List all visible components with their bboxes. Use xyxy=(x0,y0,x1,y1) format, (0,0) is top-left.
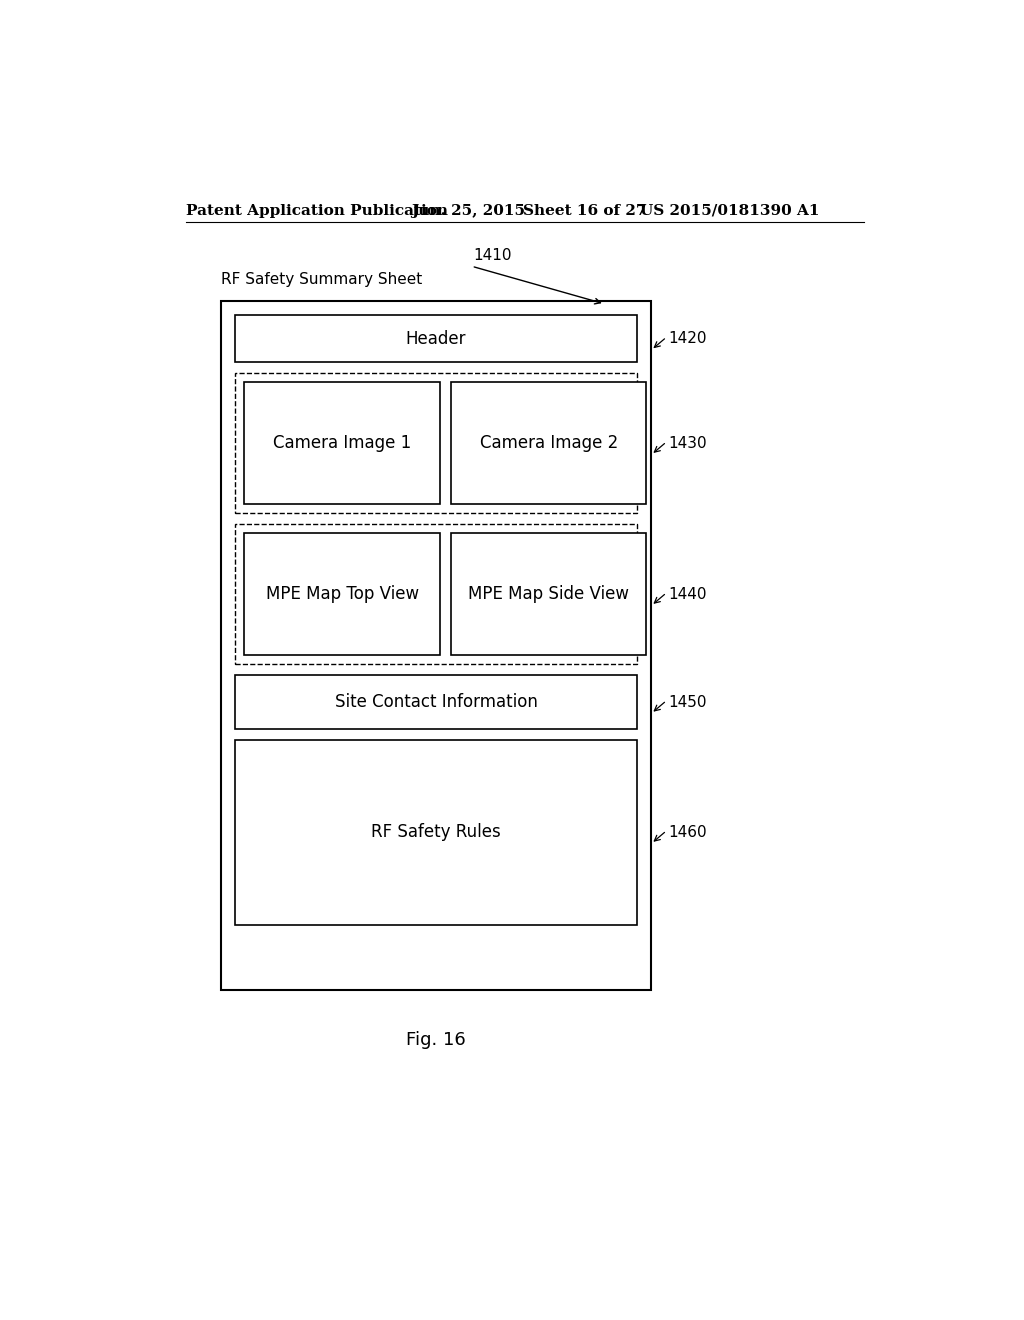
Text: Header: Header xyxy=(406,330,466,347)
Bar xyxy=(451,533,646,655)
Bar xyxy=(451,383,646,504)
Text: 1440: 1440 xyxy=(669,586,707,602)
Text: Camera Image 1: Camera Image 1 xyxy=(273,434,412,453)
Text: Fig. 16: Fig. 16 xyxy=(407,1031,466,1049)
Bar xyxy=(234,739,637,924)
Text: 1430: 1430 xyxy=(669,436,707,451)
Text: Site Contact Information: Site Contact Information xyxy=(335,693,538,711)
Bar xyxy=(245,383,440,504)
Bar xyxy=(234,374,637,513)
Text: 1450: 1450 xyxy=(669,694,707,710)
Text: 1420: 1420 xyxy=(669,331,707,346)
Bar xyxy=(221,301,651,990)
Text: Camera Image 2: Camera Image 2 xyxy=(479,434,617,453)
Bar xyxy=(245,533,440,655)
Text: RF Safety Summary Sheet: RF Safety Summary Sheet xyxy=(221,272,422,286)
Bar xyxy=(234,314,637,363)
Text: RF Safety Rules: RF Safety Rules xyxy=(371,824,501,841)
Bar xyxy=(234,675,637,729)
Text: Sheet 16 of 27: Sheet 16 of 27 xyxy=(523,203,647,218)
Bar xyxy=(234,524,637,664)
Text: Jun. 25, 2015: Jun. 25, 2015 xyxy=(411,203,525,218)
Text: 1410: 1410 xyxy=(473,248,512,263)
Text: US 2015/0181390 A1: US 2015/0181390 A1 xyxy=(640,203,819,218)
Text: Patent Application Publication: Patent Application Publication xyxy=(186,203,449,218)
Text: MPE Map Top View: MPE Map Top View xyxy=(265,585,419,603)
Text: MPE Map Side View: MPE Map Side View xyxy=(468,585,629,603)
Text: 1460: 1460 xyxy=(669,825,707,840)
